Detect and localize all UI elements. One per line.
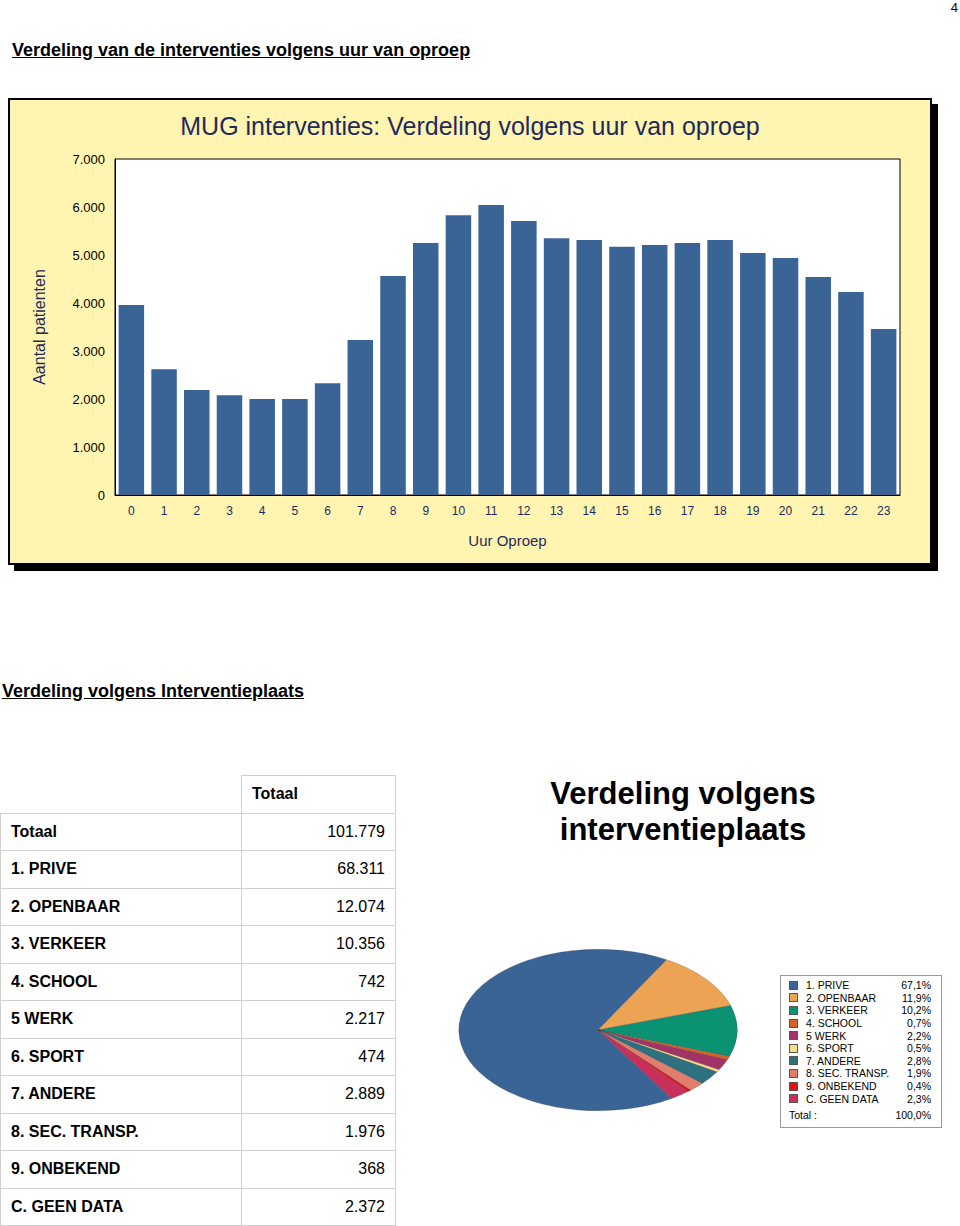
svg-text:18: 18 bbox=[713, 504, 727, 518]
svg-text:16: 16 bbox=[648, 504, 662, 518]
svg-text:Aantal patienten: Aantal patienten bbox=[31, 269, 48, 385]
svg-text:17: 17 bbox=[681, 504, 695, 518]
svg-text:21: 21 bbox=[812, 504, 826, 518]
html-text:0,7%: 0,7% bbox=[907, 1017, 931, 1030]
html-text:C. GEEN DATA: C. GEEN DATA bbox=[806, 1092, 879, 1105]
html-text:0,5%: 0,5% bbox=[907, 1042, 931, 1055]
svg-text:7.000: 7.000 bbox=[72, 152, 105, 167]
html-text:8. SEC. TRANSP.: 8. SEC. TRANSP. bbox=[11, 1122, 139, 1140]
svg-text:22: 22 bbox=[844, 504, 858, 518]
svg-text:20: 20 bbox=[779, 504, 793, 518]
html-text:12.074: 12.074 bbox=[336, 897, 385, 915]
html-text:1.976: 1.976 bbox=[345, 1122, 385, 1140]
html-text:6. SPORT: 6. SPORT bbox=[11, 1047, 84, 1065]
svg-text:13: 13 bbox=[550, 504, 564, 518]
html-text:2. OPENBAAR: 2. OPENBAAR bbox=[11, 897, 121, 915]
svg-text:6: 6 bbox=[324, 504, 331, 518]
svg-text:2: 2 bbox=[193, 504, 200, 518]
html-text:7. ANDERE: 7. ANDERE bbox=[806, 1054, 861, 1067]
html-text:2.372: 2.372 bbox=[345, 1197, 385, 1215]
svg-text:7: 7 bbox=[357, 504, 364, 518]
svg-text:3.000: 3.000 bbox=[72, 344, 105, 359]
svg-text:1.000: 1.000 bbox=[72, 440, 105, 455]
html-text:4. SCHOOL: 4. SCHOOL bbox=[11, 972, 98, 990]
html-text:10,2%: 10,2% bbox=[901, 1004, 931, 1017]
html-text:3. VERKEER: 3. VERKEER bbox=[11, 935, 107, 953]
html-text:3. VERKEER: 3. VERKEER bbox=[806, 1004, 868, 1017]
html-text:9. ONBEKEND: 9. ONBEKEND bbox=[11, 1160, 121, 1178]
svg-text:5.000: 5.000 bbox=[72, 248, 105, 263]
svg-text:11: 11 bbox=[485, 504, 498, 518]
svg-text:4: 4 bbox=[259, 504, 266, 518]
html-text:Totaal: Totaal bbox=[252, 785, 298, 803]
html-text:2,8%: 2,8% bbox=[907, 1054, 931, 1067]
html-text:742: 742 bbox=[358, 972, 385, 990]
html-text:5 WERK: 5 WERK bbox=[11, 1010, 74, 1028]
svg-text:15: 15 bbox=[615, 504, 629, 518]
html-text:Verdeling volgens Interventiep: Verdeling volgens Interventieplaats bbox=[2, 681, 305, 701]
svg-text:8: 8 bbox=[390, 504, 397, 518]
svg-text:14: 14 bbox=[583, 504, 597, 518]
html-text:4: 4 bbox=[950, 0, 958, 15]
html-text:6. SPORT: 6. SPORT bbox=[806, 1042, 854, 1055]
svg-text:0: 0 bbox=[98, 488, 105, 503]
html-text:1. PRIVE: 1. PRIVE bbox=[806, 979, 850, 992]
html-text:Verdeling volgens interventiep: Verdeling volgens interventieplaats bbox=[550, 776, 816, 847]
svg-text:0: 0 bbox=[128, 504, 135, 518]
html-text:Verdeling van de interventies: Verdeling van de interventies volgens uu… bbox=[12, 40, 471, 60]
html-text:10.356: 10.356 bbox=[336, 935, 385, 953]
svg-text:1: 1 bbox=[161, 504, 168, 518]
html-text:368: 368 bbox=[358, 1160, 385, 1178]
html-text:68.311: 68.311 bbox=[337, 860, 385, 878]
html-text:2. OPENBAAR: 2. OPENBAAR bbox=[806, 991, 876, 1004]
html-text:0,4%: 0,4% bbox=[907, 1080, 931, 1092]
html-text:8. SEC. TRANSP.: 8. SEC. TRANSP. bbox=[806, 1067, 890, 1080]
svg-text:3: 3 bbox=[226, 504, 233, 518]
html-text:1,9%: 1,9% bbox=[907, 1067, 931, 1080]
svg-text:5: 5 bbox=[292, 504, 299, 518]
html-text:67,1%: 67,1% bbox=[901, 979, 931, 992]
svg-text:6.000: 6.000 bbox=[72, 200, 105, 215]
svg-text:12: 12 bbox=[517, 504, 531, 518]
html-text:7. ANDERE: 7. ANDERE bbox=[11, 1085, 96, 1103]
svg-text:9: 9 bbox=[422, 504, 429, 518]
html-text:474: 474 bbox=[358, 1047, 385, 1065]
html-text:9. ONBEKEND: 9. ONBEKEND bbox=[806, 1080, 877, 1092]
html-text:Totaal: Totaal bbox=[11, 822, 57, 840]
svg-text:23: 23 bbox=[877, 504, 891, 518]
svg-text:Uur Oproep: Uur Oproep bbox=[468, 532, 546, 549]
html-text:4. SCHOOL: 4. SCHOOL bbox=[806, 1017, 862, 1030]
html-text:5 WERK: 5 WERK bbox=[806, 1029, 847, 1042]
html-text:C. GEEN DATA: C. GEEN DATA bbox=[11, 1197, 124, 1215]
html-text:Total :: Total : bbox=[789, 1109, 817, 1122]
html-text:11,9%: 11,9% bbox=[902, 991, 931, 1004]
svg-text:4.000: 4.000 bbox=[72, 296, 105, 311]
html-text:100,0%: 100,0% bbox=[895, 1109, 931, 1122]
html-text:2.889: 2.889 bbox=[345, 1085, 385, 1103]
svg-text:MUG interventies: Verdeling vo: MUG interventies: Verdeling volgens uur … bbox=[180, 112, 760, 140]
html-text:1. PRIVE: 1. PRIVE bbox=[11, 860, 77, 878]
html-text:101.779: 101.779 bbox=[327, 822, 385, 840]
html-text:2,3%: 2,3% bbox=[907, 1092, 931, 1105]
html-text:2.217: 2.217 bbox=[345, 1010, 385, 1028]
svg-text:19: 19 bbox=[746, 504, 760, 518]
svg-text:2.000: 2.000 bbox=[72, 392, 105, 407]
html-text:2,2%: 2,2% bbox=[907, 1029, 931, 1042]
svg-text:10: 10 bbox=[452, 504, 466, 518]
